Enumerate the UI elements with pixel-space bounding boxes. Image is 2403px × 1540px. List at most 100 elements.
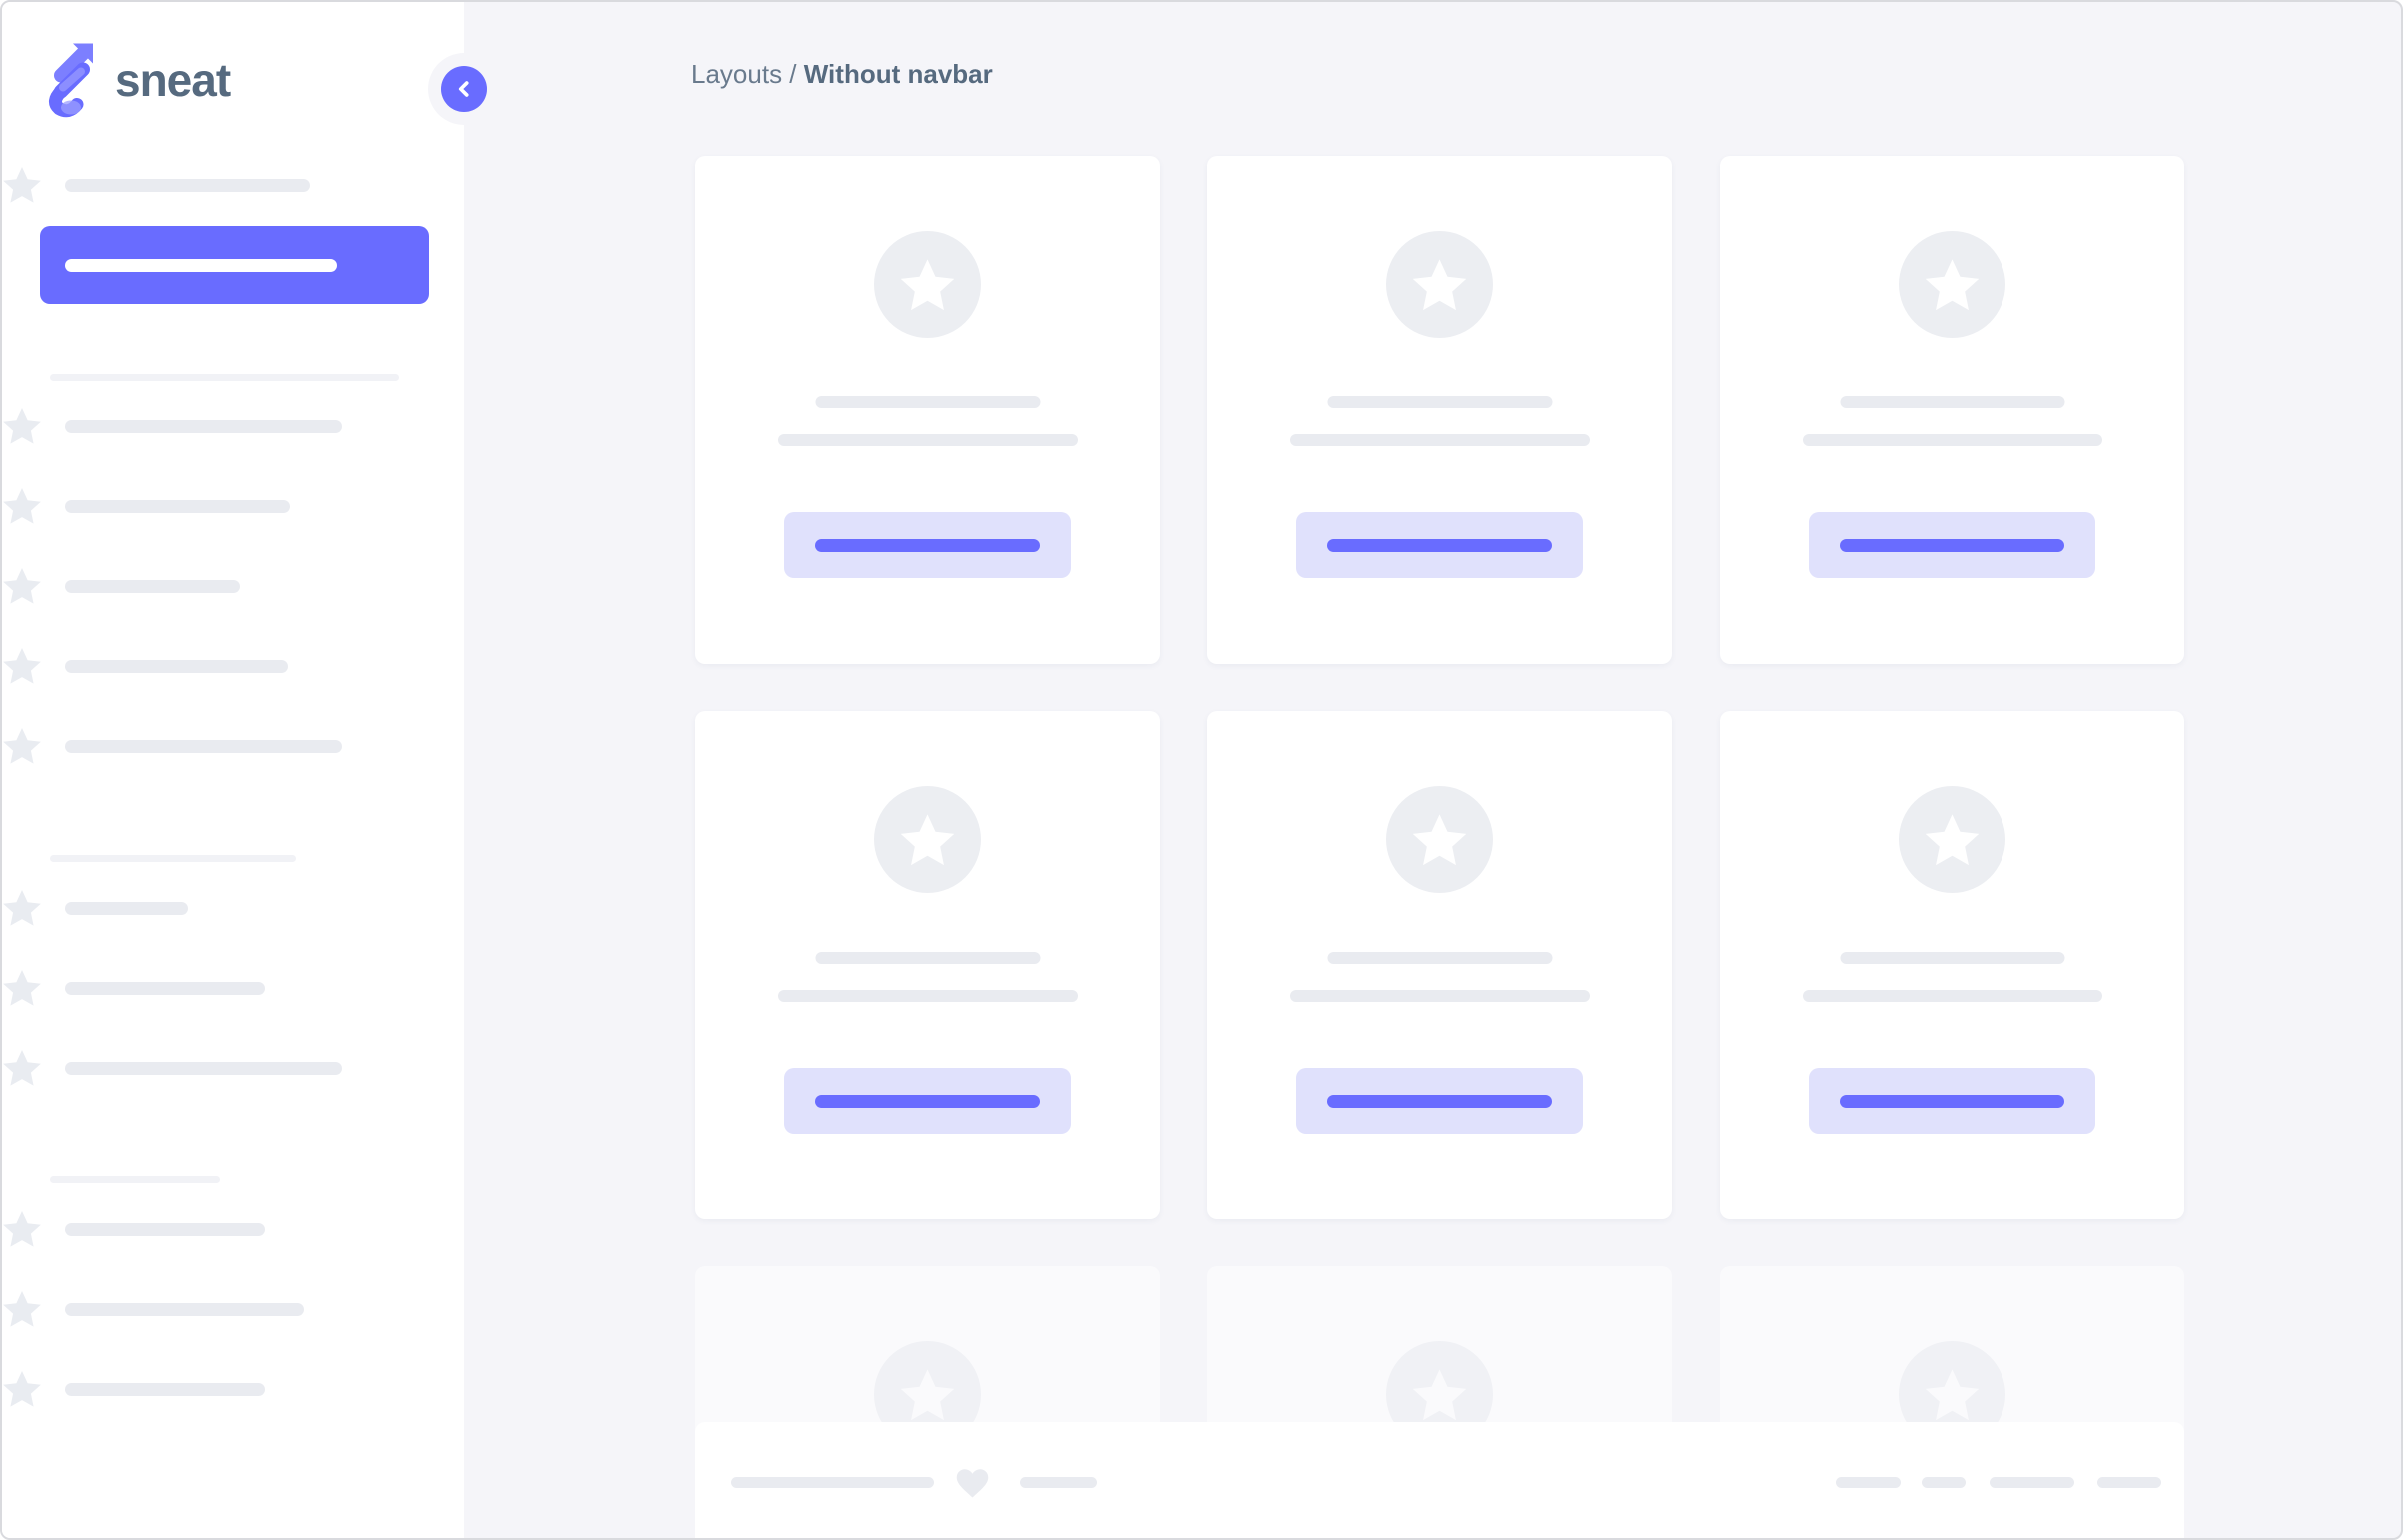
menu-label-placeholder bbox=[65, 1061, 342, 1075]
card-skeleton bbox=[1207, 156, 1672, 664]
menu-label-placeholder bbox=[65, 178, 310, 192]
button-placeholder[interactable] bbox=[1808, 512, 2095, 578]
breadcrumb: Layouts / Without navbar bbox=[691, 59, 993, 90]
sidebar-item-skeleton[interactable] bbox=[2, 145, 464, 225]
star-icon bbox=[1412, 813, 1466, 865]
sidebar-item-active[interactable] bbox=[2, 225, 464, 305]
footer-link-placeholder bbox=[1836, 1477, 1901, 1488]
text-line-placeholder bbox=[815, 952, 1040, 964]
sidebar-menu bbox=[2, 145, 464, 1429]
button-placeholder[interactable] bbox=[783, 512, 1071, 578]
text-line-placeholder bbox=[1327, 396, 1552, 408]
menu-label-placeholder bbox=[65, 659, 288, 673]
nav-section-divider bbox=[50, 855, 296, 862]
nav-section-divider bbox=[50, 1176, 220, 1183]
star-icon bbox=[3, 969, 41, 1006]
star-icon bbox=[3, 567, 41, 604]
star-icon bbox=[3, 1210, 41, 1247]
breadcrumb-section: Layouts bbox=[691, 59, 783, 89]
avatar-placeholder bbox=[1898, 786, 2005, 893]
breadcrumb-separator: / bbox=[782, 59, 804, 89]
star-icon bbox=[1925, 258, 1979, 310]
menu-label-placeholder bbox=[65, 901, 188, 915]
app-title: sneat bbox=[115, 54, 231, 106]
star-icon bbox=[1412, 1368, 1466, 1420]
nav-section-divider bbox=[50, 374, 399, 381]
footer-text-placeholder bbox=[1020, 1477, 1097, 1488]
star-icon bbox=[900, 258, 954, 310]
text-line-placeholder bbox=[777, 990, 1078, 1002]
text-line-placeholder bbox=[1802, 434, 2102, 446]
footer-link-placeholder bbox=[2097, 1477, 2161, 1488]
footer-text-placeholder bbox=[731, 1477, 934, 1488]
footer bbox=[695, 1422, 2184, 1538]
star-icon bbox=[1925, 813, 1979, 865]
avatar-placeholder bbox=[873, 231, 981, 338]
footer-link-placeholder bbox=[1922, 1477, 1966, 1488]
text-line-placeholder bbox=[1802, 990, 2102, 1002]
star-icon bbox=[900, 813, 954, 865]
menu-label-placeholder bbox=[65, 258, 337, 272]
text-line-placeholder bbox=[1840, 952, 2064, 964]
sidebar-toggle-halo bbox=[428, 53, 500, 125]
avatar-placeholder bbox=[1898, 231, 2005, 338]
text-line-placeholder bbox=[1840, 396, 2064, 408]
card-skeleton bbox=[1720, 156, 2184, 664]
text-line-placeholder bbox=[1289, 434, 1590, 446]
button-placeholder[interactable] bbox=[783, 1068, 1071, 1134]
sidebar-item-skeleton[interactable] bbox=[2, 386, 464, 466]
button-label-placeholder bbox=[1839, 1094, 2064, 1108]
star-icon bbox=[3, 889, 41, 926]
menu-label-placeholder bbox=[65, 1382, 265, 1396]
star-icon bbox=[3, 487, 41, 524]
sidebar-item-skeleton[interactable] bbox=[2, 626, 464, 706]
text-line-placeholder bbox=[777, 434, 1078, 446]
sneat-logo-icon bbox=[49, 43, 93, 118]
card-skeleton bbox=[695, 156, 1160, 664]
text-line-placeholder bbox=[1327, 952, 1552, 964]
button-label-placeholder bbox=[1326, 538, 1552, 552]
button-placeholder[interactable] bbox=[1808, 1068, 2095, 1134]
card-skeleton bbox=[1207, 711, 1672, 1219]
card-skeleton bbox=[695, 711, 1160, 1219]
sidebar-item-skeleton[interactable] bbox=[2, 1269, 464, 1349]
star-icon bbox=[1925, 1368, 1979, 1420]
star-icon bbox=[3, 647, 41, 684]
button-label-placeholder bbox=[1839, 538, 2064, 552]
sidebar-item-skeleton[interactable] bbox=[2, 1349, 464, 1429]
button-placeholder[interactable] bbox=[1295, 1068, 1583, 1134]
star-icon bbox=[3, 166, 41, 203]
sidebar-item-skeleton[interactable] bbox=[2, 1028, 464, 1108]
star-icon bbox=[3, 1290, 41, 1327]
menu-label-placeholder bbox=[65, 1222, 265, 1236]
sidebar-item-skeleton[interactable] bbox=[2, 948, 464, 1028]
star-icon bbox=[3, 407, 41, 444]
chevron-left-icon bbox=[458, 81, 469, 97]
sidebar-item-skeleton[interactable] bbox=[2, 1189, 464, 1269]
footer-link-placeholder bbox=[1990, 1477, 2074, 1488]
button-label-placeholder bbox=[814, 538, 1040, 552]
star-icon bbox=[3, 727, 41, 764]
avatar-placeholder bbox=[1385, 231, 1493, 338]
menu-label-placeholder bbox=[65, 419, 342, 433]
text-line-placeholder bbox=[815, 396, 1040, 408]
menu-label-placeholder bbox=[65, 499, 290, 513]
card-skeleton bbox=[1720, 711, 2184, 1219]
menu-label-placeholder bbox=[65, 1302, 304, 1316]
sidebar-item-skeleton[interactable] bbox=[2, 868, 464, 948]
button-label-placeholder bbox=[814, 1094, 1040, 1108]
sidebar-collapse-button[interactable] bbox=[441, 66, 487, 112]
logo[interactable]: sneat bbox=[47, 42, 231, 118]
star-icon bbox=[3, 246, 41, 283]
sidebar-item-skeleton[interactable] bbox=[2, 466, 464, 546]
sidebar-item-skeleton[interactable] bbox=[2, 546, 464, 626]
menu-label-placeholder bbox=[65, 579, 240, 593]
sidebar-item-skeleton[interactable] bbox=[2, 706, 464, 786]
button-placeholder[interactable] bbox=[1295, 512, 1583, 578]
button-label-placeholder bbox=[1326, 1094, 1552, 1108]
star-icon bbox=[3, 1370, 41, 1407]
avatar-placeholder bbox=[1385, 786, 1493, 893]
star-icon bbox=[3, 1049, 41, 1086]
avatar-placeholder bbox=[873, 786, 981, 893]
cards-grid bbox=[695, 156, 2184, 1538]
